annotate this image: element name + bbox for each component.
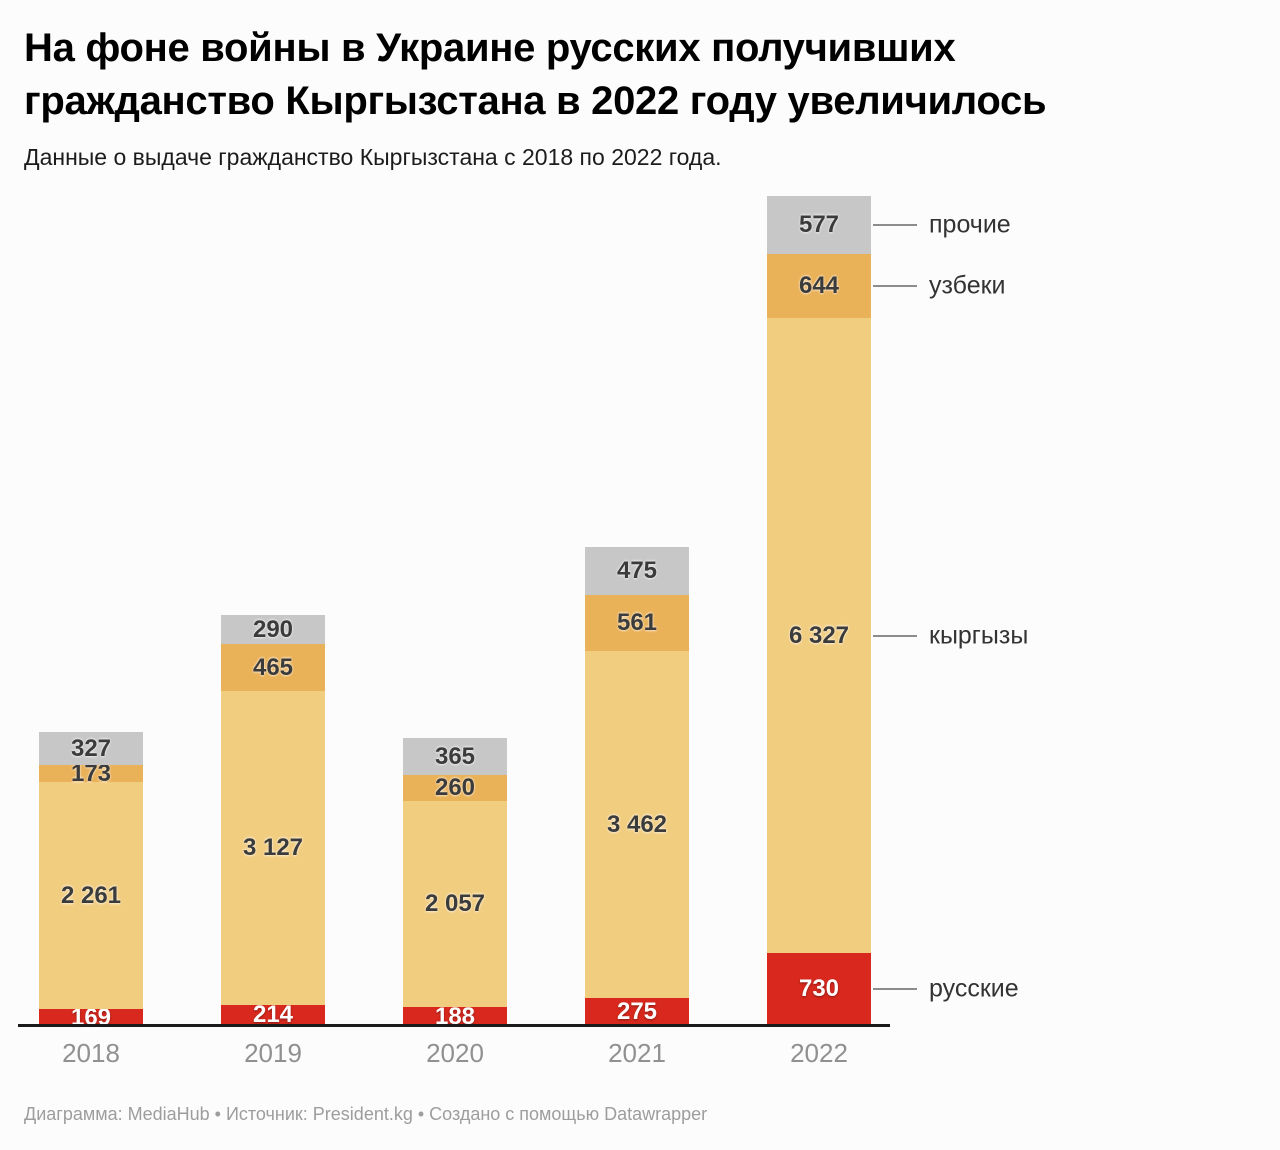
- segment-кыргызы-2020: [403, 800, 507, 1008]
- page-title-line2: гражданство Кыргызстана в 2022 году увел…: [24, 79, 1047, 123]
- segment-кыргызы-2021: [585, 651, 689, 999]
- value-label-кыргызы-2018: 2 261: [60, 881, 122, 909]
- segment-кыргызы-2018: [39, 782, 143, 1010]
- segment-прочие-2022: [767, 196, 871, 254]
- value-label-кыргызы-2020: 2 057: [424, 890, 486, 918]
- page-subtitle: Данные о выдаче гражданство Кыргызстана …: [24, 144, 722, 170]
- value-label-русские-2022: 730: [798, 975, 840, 1003]
- legend-label-узбеки: узбеки: [929, 271, 1006, 300]
- segment-узбеки-2018: [39, 765, 143, 783]
- value-label-кыргызы-2022: 6 327: [788, 621, 850, 649]
- segment-кыргызы-2019: [221, 691, 325, 1005]
- legend-label-кыргызы: кыргызы: [929, 621, 1029, 650]
- legend-leader-line-узбеки: [873, 285, 917, 288]
- segment-прочие-2020: [403, 738, 507, 775]
- value-label-прочие-2022: 577: [798, 210, 840, 238]
- segment-русские-2018: [39, 1009, 143, 1026]
- value-label-кыргызы-2019: 3 127: [242, 833, 304, 861]
- segment-русские-2020: [403, 1007, 507, 1026]
- segment-узбеки-2020: [403, 774, 507, 801]
- segment-узбеки-2022: [767, 253, 871, 319]
- page-title: На фоне войны в Украине русских получивш…: [24, 22, 1204, 128]
- segment-прочие-2021: [585, 547, 689, 596]
- x-axis-line: [18, 1024, 890, 1027]
- value-label-узбеки-2019: 465: [252, 653, 294, 681]
- footer-credit: Диаграмма: MediaHub • Источник: Presiden…: [24, 1104, 708, 1124]
- segment-узбеки-2019: [221, 644, 325, 691]
- value-label-русские-2021: 275: [616, 998, 658, 1026]
- segment-русские-2019: [221, 1004, 325, 1026]
- x-tick-2020: 2020: [426, 1038, 484, 1068]
- segment-прочие-2019: [221, 615, 325, 645]
- value-label-узбеки-2021: 561: [616, 609, 658, 637]
- legend-leader-line-прочие: [873, 223, 917, 226]
- value-label-кыргызы-2021: 3 462: [606, 810, 668, 838]
- page-title-line1: На фоне войны в Украине русских получивш…: [24, 26, 956, 70]
- value-label-узбеки-2020: 260: [434, 773, 476, 801]
- x-tick-2021: 2021: [608, 1038, 666, 1068]
- x-tick-2019: 2019: [244, 1038, 302, 1068]
- x-tick-2022: 2022: [790, 1038, 848, 1068]
- value-label-прочие-2020: 365: [434, 742, 476, 770]
- x-tick-2018: 2018: [62, 1038, 120, 1068]
- segment-прочие-2018: [39, 732, 143, 765]
- segment-кыргызы-2022: [767, 318, 871, 953]
- legend-leader-line-кыргызы: [873, 634, 917, 637]
- legend-leader-line-русские: [873, 988, 917, 991]
- value-label-прочие-2018: 327: [70, 734, 112, 762]
- segment-русские-2022: [767, 952, 871, 1026]
- segment-узбеки-2021: [585, 595, 689, 652]
- value-label-прочие-2019: 290: [252, 615, 294, 643]
- value-label-русские-2019: 214: [252, 1001, 294, 1029]
- legend-label-русские: русские: [929, 974, 1019, 1003]
- value-label-узбеки-2022: 644: [798, 272, 840, 300]
- value-label-прочие-2021: 475: [616, 557, 658, 585]
- legend-label-прочие: прочие: [929, 210, 1011, 239]
- segment-русские-2021: [585, 998, 689, 1026]
